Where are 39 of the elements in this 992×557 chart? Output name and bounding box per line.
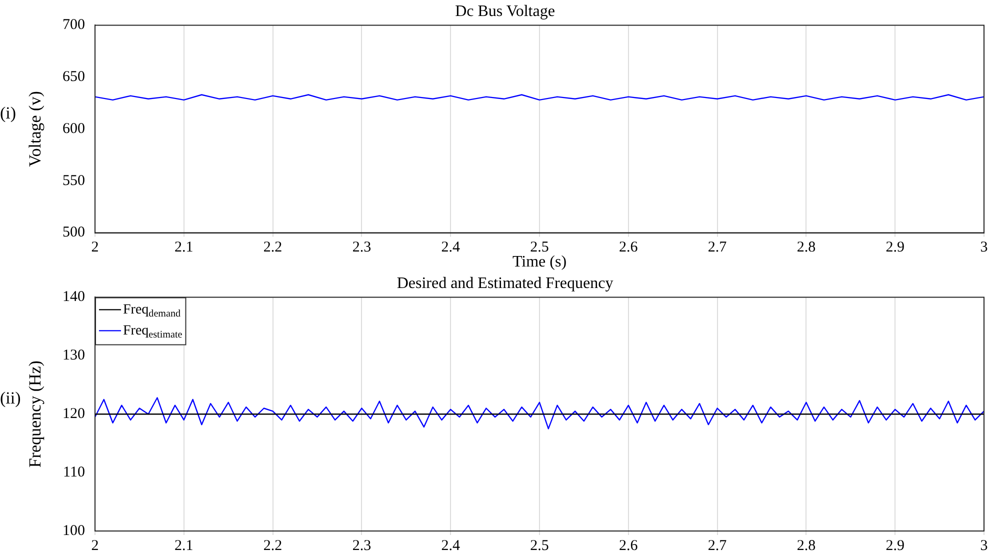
x-tick-label: 2.5 [530, 538, 549, 554]
x-tick-label: 2.2 [263, 240, 282, 256]
x-tick-label: 2.1 [174, 538, 194, 554]
x-tick-label: 2.4 [441, 240, 460, 256]
y-tick-label: 130 [62, 348, 85, 364]
y-tick-label: 120 [62, 406, 85, 422]
x-tick-label: 2.8 [796, 240, 816, 256]
x-tick-label: 3 [980, 538, 988, 554]
x-tick-label: 2.9 [886, 240, 904, 256]
y-axis-title: Voltage (v) [26, 91, 45, 167]
x-tick-label: 3 [980, 240, 988, 256]
y-tick-label: 650 [62, 69, 85, 86]
x-tick-label: 2.3 [352, 240, 372, 256]
y-tick-label: 100 [62, 522, 85, 539]
x-tick-label: 2.7 [708, 538, 728, 554]
chart-title: Desired and Estimated Frequency [396, 274, 614, 292]
y-tick-label: 600 [62, 120, 85, 137]
x-tick-label: 2.1 [174, 240, 194, 256]
x-tick-label: 2.7 [708, 240, 728, 256]
y-tick-label: 140 [62, 289, 85, 306]
x-tick-label: 2.2 [263, 538, 282, 554]
x-tick-label: 2.5 [530, 240, 549, 256]
y-tick-label: 110 [63, 464, 85, 480]
text: (i) [0, 103, 16, 122]
x-tick-label: 2.4 [441, 538, 460, 554]
x-tick-label: 2.9 [886, 538, 904, 554]
y-tick-label: 700 [62, 17, 85, 34]
text: (ii) [0, 388, 21, 408]
x-axis-title: Time (s) [512, 254, 567, 271]
y-tick-label: 550 [62, 172, 85, 189]
x-tick-label: 2.6 [619, 240, 638, 256]
y-tick-label: 500 [62, 224, 85, 241]
x-tick-label: 2.3 [352, 538, 372, 554]
x-tick-label: 2 [91, 538, 99, 554]
x-tick-label: 2 [91, 240, 99, 256]
chart-title: Dc Bus Voltage [455, 2, 555, 20]
x-tick-label: 2.8 [796, 538, 816, 554]
y-axis-title: Frequency (Hz) [26, 360, 45, 468]
x-tick-label: 2.6 [619, 538, 638, 554]
